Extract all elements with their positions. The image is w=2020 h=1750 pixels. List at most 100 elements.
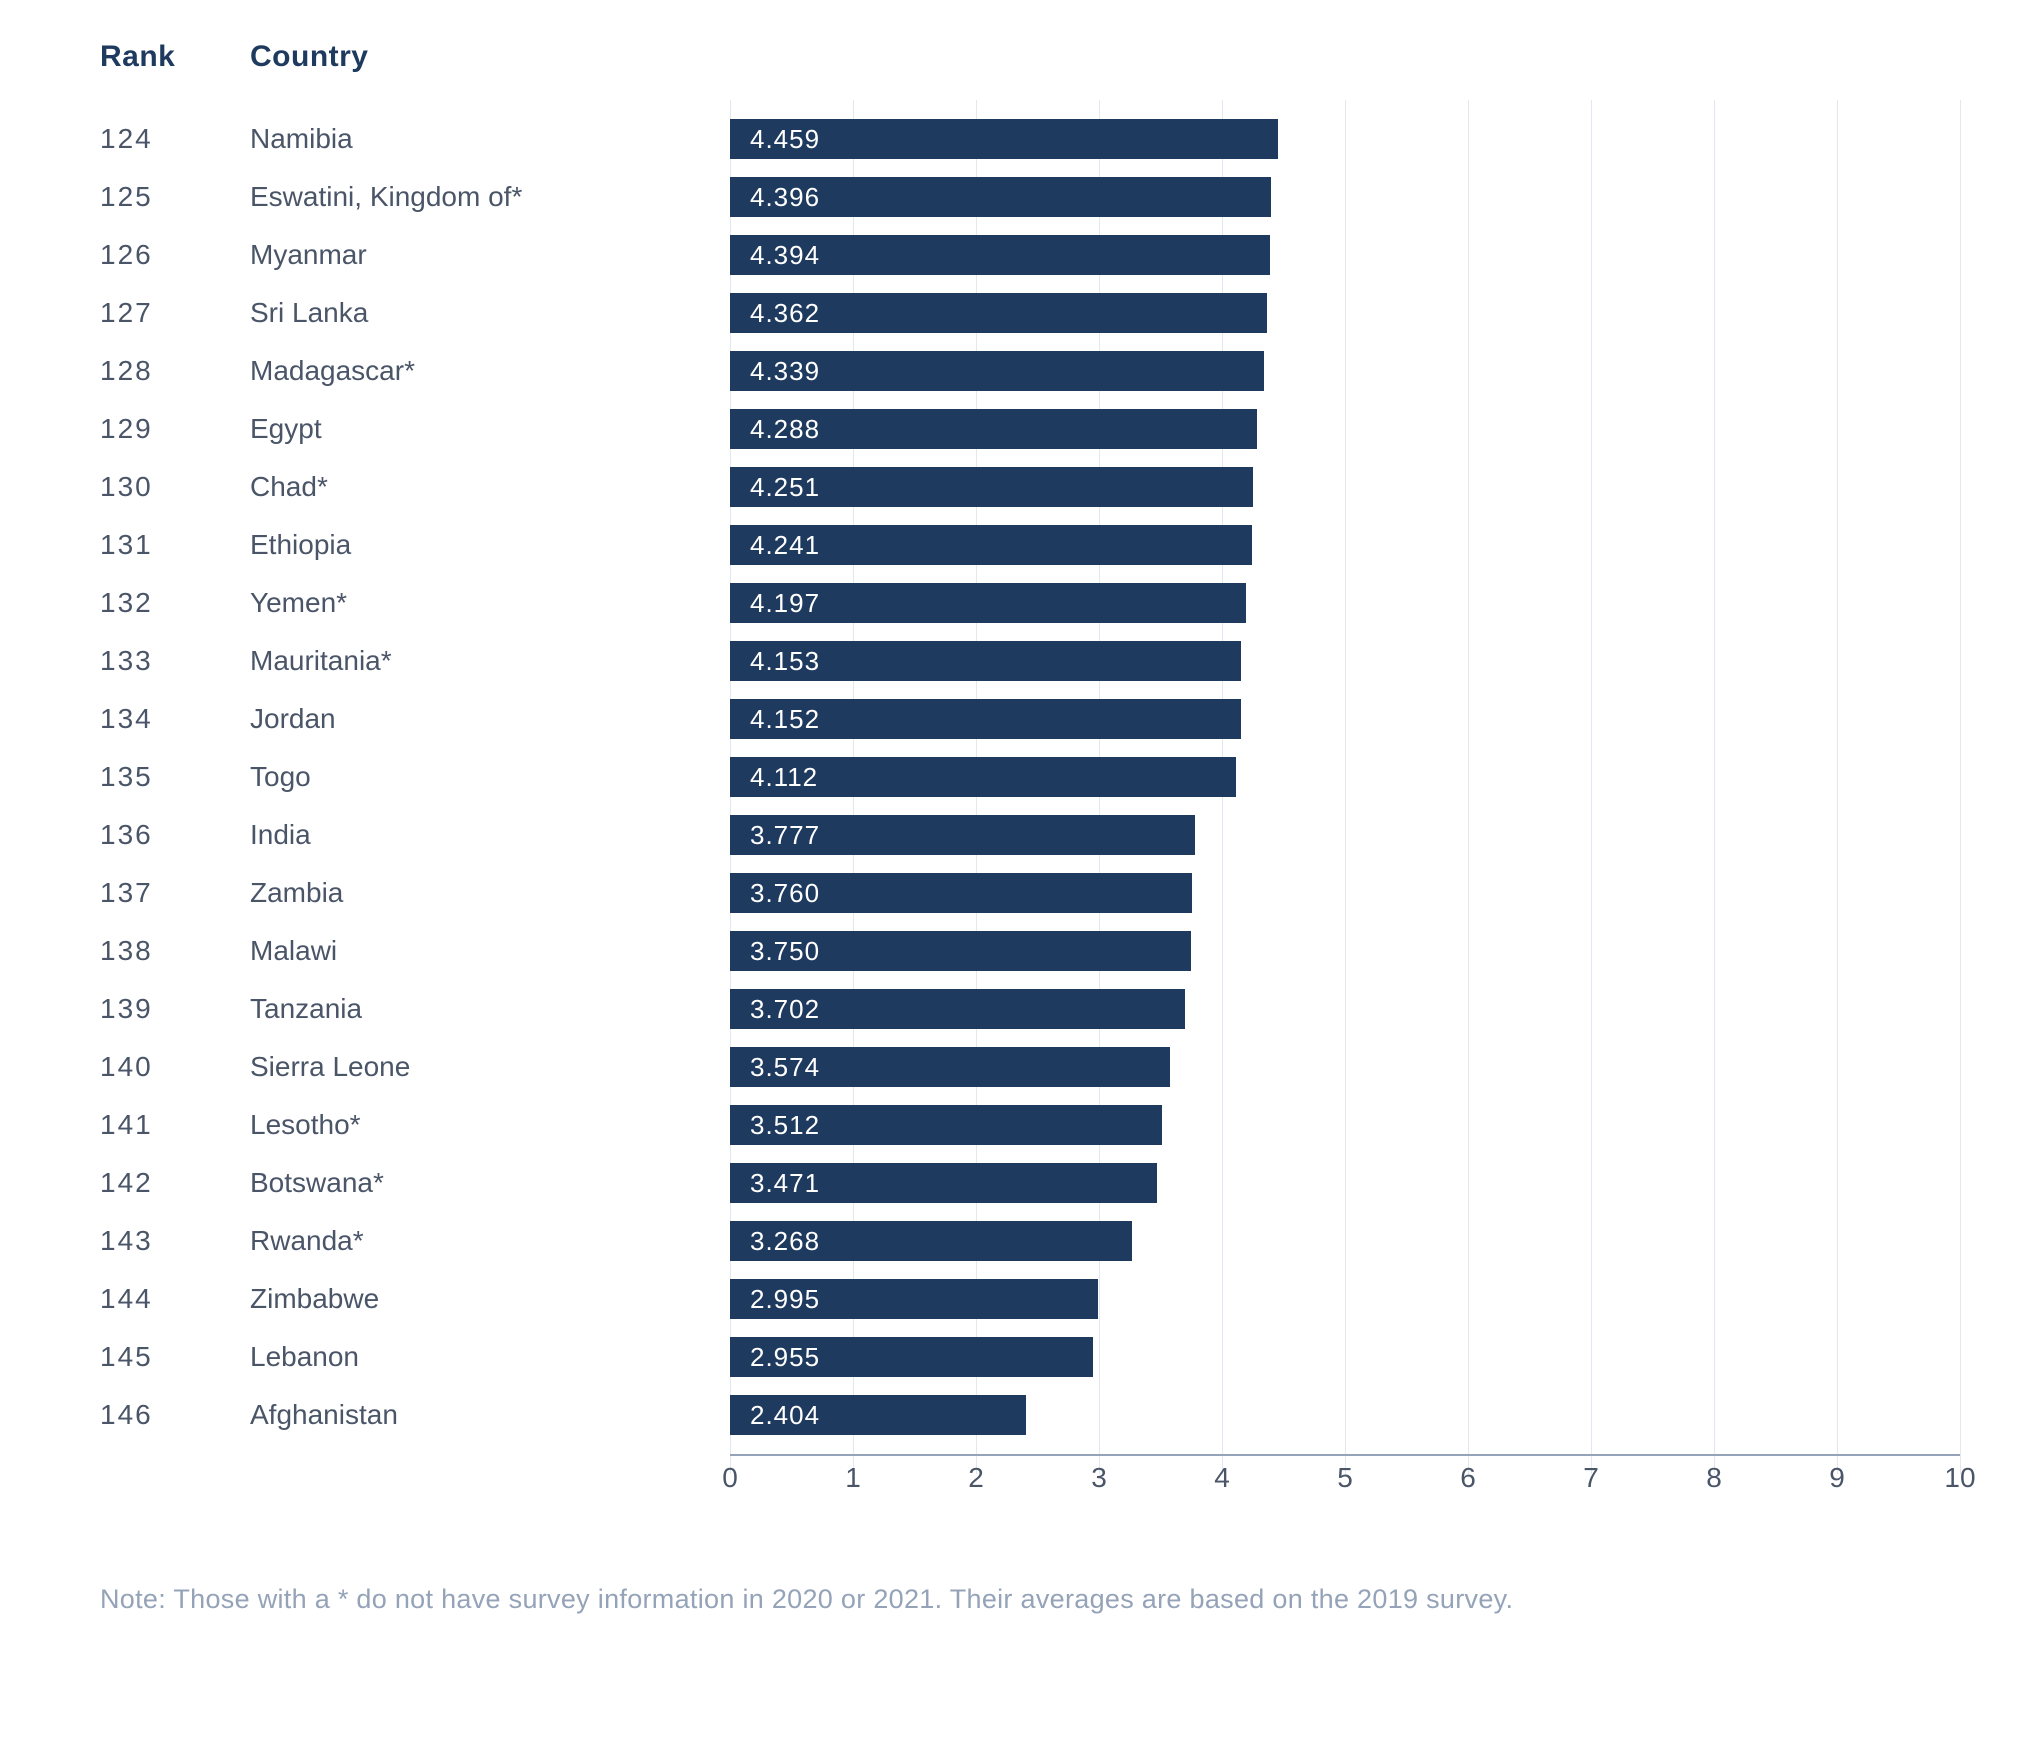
bar: 4.153 — [730, 641, 1241, 681]
x-tick: 8 — [1706, 1462, 1722, 1494]
x-tick: 9 — [1829, 1462, 1845, 1494]
table-row: 145Lebanon2.955 — [100, 1328, 1960, 1386]
country-cell: Namibia — [250, 123, 730, 155]
rank-cell: 127 — [100, 297, 250, 329]
country-cell: Lebanon — [250, 1341, 730, 1373]
bar-cell: 3.574 — [730, 1038, 1960, 1096]
x-tick: 5 — [1337, 1462, 1353, 1494]
bar: 2.404 — [730, 1395, 1026, 1435]
rank-cell: 135 — [100, 761, 250, 793]
table-row: 127Sri Lanka4.362 — [100, 284, 1960, 342]
country-cell: Zambia — [250, 877, 730, 909]
rank-cell: 137 — [100, 877, 250, 909]
country-cell: India — [250, 819, 730, 851]
table-row: 125Eswatini, Kingdom of*4.396 — [100, 168, 1960, 226]
header-row: Rank Country — [100, 40, 1960, 74]
rank-cell: 140 — [100, 1051, 250, 1083]
header-rank: Rank — [100, 40, 250, 74]
country-cell: Chad* — [250, 471, 730, 503]
bar: 4.152 — [730, 699, 1241, 739]
x-tick: 1 — [845, 1462, 861, 1494]
bar: 4.251 — [730, 467, 1253, 507]
footnote: Note: Those with a * do not have survey … — [100, 1584, 1960, 1615]
table-row: 142Botswana*3.471 — [100, 1154, 1960, 1212]
country-cell: Ethiopia — [250, 529, 730, 561]
country-cell: Jordan — [250, 703, 730, 735]
bar-cell: 4.241 — [730, 516, 1960, 574]
table-row: 128Madagascar*4.339 — [100, 342, 1960, 400]
bar: 4.459 — [730, 119, 1278, 159]
rank-cell: 146 — [100, 1399, 250, 1431]
rank-cell: 145 — [100, 1341, 250, 1373]
bar: 3.574 — [730, 1047, 1170, 1087]
bar-cell: 2.995 — [730, 1270, 1960, 1328]
country-cell: Myanmar — [250, 239, 730, 271]
x-tick: 6 — [1460, 1462, 1476, 1494]
bar-cell: 3.777 — [730, 806, 1960, 864]
bar-cell: 3.702 — [730, 980, 1960, 1038]
table-row: 137Zambia3.760 — [100, 864, 1960, 922]
rank-cell: 136 — [100, 819, 250, 851]
x-tick: 7 — [1583, 1462, 1599, 1494]
bar: 4.396 — [730, 177, 1271, 217]
x-tick: 4 — [1214, 1462, 1230, 1494]
country-cell: Togo — [250, 761, 730, 793]
bar: 3.512 — [730, 1105, 1162, 1145]
bar: 4.339 — [730, 351, 1264, 391]
country-cell: Botswana* — [250, 1167, 730, 1199]
bar-cell: 3.268 — [730, 1212, 1960, 1270]
x-tick: 2 — [968, 1462, 984, 1494]
bar-cell: 2.955 — [730, 1328, 1960, 1386]
country-cell: Lesotho* — [250, 1109, 730, 1141]
rank-cell: 126 — [100, 239, 250, 271]
table-row: 134Jordan4.152 — [100, 690, 1960, 748]
bar: 4.197 — [730, 583, 1246, 623]
bar-cell: 3.750 — [730, 922, 1960, 980]
rank-cell: 133 — [100, 645, 250, 677]
rank-cell: 129 — [100, 413, 250, 445]
bar-cell: 4.153 — [730, 632, 1960, 690]
table-row: 133Mauritania*4.153 — [100, 632, 1960, 690]
bar: 3.750 — [730, 931, 1191, 971]
table-row: 136India3.777 — [100, 806, 1960, 864]
country-cell: Tanzania — [250, 993, 730, 1025]
bar-cell: 4.339 — [730, 342, 1960, 400]
country-cell: Egypt — [250, 413, 730, 445]
rank-cell: 143 — [100, 1225, 250, 1257]
bar: 4.288 — [730, 409, 1257, 449]
bar: 3.702 — [730, 989, 1185, 1029]
chart-area: 124Namibia4.459125Eswatini, Kingdom of*4… — [100, 110, 1960, 1444]
country-cell: Yemen* — [250, 587, 730, 619]
table-row: 132Yemen*4.197 — [100, 574, 1960, 632]
bar-cell: 4.396 — [730, 168, 1960, 226]
bar: 3.268 — [730, 1221, 1132, 1261]
rank-cell: 138 — [100, 935, 250, 967]
country-cell: Sri Lanka — [250, 297, 730, 329]
rank-cell: 144 — [100, 1283, 250, 1315]
table-row: 129Egypt4.288 — [100, 400, 1960, 458]
bar-cell: 4.197 — [730, 574, 1960, 632]
rank-cell: 139 — [100, 993, 250, 1025]
table-row: 131Ethiopia4.241 — [100, 516, 1960, 574]
bar-cell: 4.251 — [730, 458, 1960, 516]
rank-cell: 128 — [100, 355, 250, 387]
bar: 4.241 — [730, 525, 1252, 565]
x-tick: 3 — [1091, 1462, 1107, 1494]
table-row: 138Malawi3.750 — [100, 922, 1960, 980]
table-row: 139Tanzania3.702 — [100, 980, 1960, 1038]
table-row: 130Chad*4.251 — [100, 458, 1960, 516]
table-row: 141Lesotho*3.512 — [100, 1096, 1960, 1154]
bar: 2.995 — [730, 1279, 1098, 1319]
bar: 4.394 — [730, 235, 1270, 275]
table-row: 146Afghanistan2.404 — [100, 1386, 1960, 1444]
bar-cell: 4.394 — [730, 226, 1960, 284]
bar: 2.955 — [730, 1337, 1093, 1377]
rank-cell: 132 — [100, 587, 250, 619]
rank-cell: 142 — [100, 1167, 250, 1199]
bar: 3.471 — [730, 1163, 1157, 1203]
table-row: 140Sierra Leone3.574 — [100, 1038, 1960, 1096]
country-cell: Malawi — [250, 935, 730, 967]
table-row: 135Togo4.112 — [100, 748, 1960, 806]
bar-cell: 3.471 — [730, 1154, 1960, 1212]
bar: 4.362 — [730, 293, 1267, 333]
